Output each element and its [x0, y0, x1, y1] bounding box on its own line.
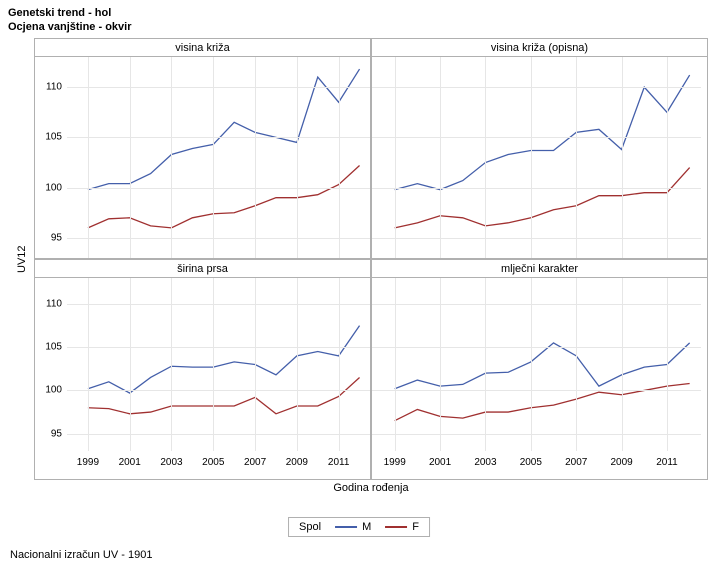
panel-title: visina križa (opisna): [372, 39, 707, 57]
series-line-F: [88, 166, 360, 228]
title-line-1: Genetski trend - hol: [8, 6, 710, 20]
title-line-2: Ocjena vanjštine - okvir: [8, 20, 710, 34]
panel-visina-križa: visina križa95100105110: [34, 38, 371, 259]
plot-area: [372, 278, 701, 451]
panel-visina-križa-(opisna): visina križa (opisna): [371, 38, 708, 259]
legend-item-F: F: [385, 521, 419, 533]
legend-item-M: M: [335, 521, 371, 533]
series-line-M: [88, 326, 360, 393]
chart-titles: Genetski trend - hol Ocjena vanjštine - …: [0, 0, 718, 37]
legend: Spol M F: [288, 517, 430, 537]
series-line-F: [395, 168, 690, 228]
series-line-F: [395, 384, 690, 421]
plot-area: [67, 57, 370, 258]
series-line-M: [395, 343, 690, 389]
legend-swatch: [385, 526, 407, 528]
panel-title: visina križa: [35, 39, 370, 57]
y-axis-label: UV12: [10, 38, 34, 480]
series-line-M: [395, 75, 690, 190]
panel-title: mlječni karakter: [372, 260, 707, 278]
series-line-F: [88, 377, 360, 413]
plot-area: [372, 57, 701, 258]
x-tick-labels: 1999200120032005200720092011: [67, 453, 370, 479]
panel-širina-prsa: širina prsa95100105110199920012003200520…: [34, 259, 371, 480]
y-tick-labels: 95100105110: [35, 57, 65, 258]
legend-label: F: [412, 521, 419, 533]
panel-grid: UV12 Godina rođenja visina križa95100105…: [10, 38, 708, 500]
y-tick-labels: 95100105110: [35, 278, 65, 451]
footer-text: Nacionalni izračun UV - 1901: [10, 549, 152, 561]
x-tick-labels: 1999200120032005200720092011: [372, 453, 701, 479]
legend-label: M: [362, 521, 371, 533]
plot-area: [67, 278, 370, 451]
legend-swatch: [335, 526, 357, 528]
x-axis-label: Godina rođenja: [34, 480, 708, 500]
legend-title: Spol: [299, 521, 321, 533]
panel-mlječni-karakter: mlječni karakter 199920012003200520072009…: [371, 259, 708, 480]
panel-title: širina prsa: [35, 260, 370, 278]
